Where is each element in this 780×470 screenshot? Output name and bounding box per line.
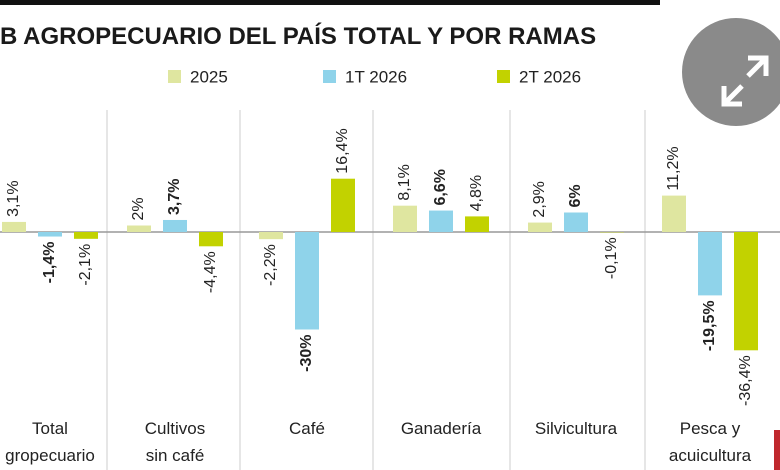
bar: [465, 216, 489, 232]
value-label: -2,1%: [77, 244, 94, 286]
value-label: 6%: [567, 184, 584, 207]
bar: [2, 221, 26, 232]
label-line: Ganadería: [401, 419, 482, 438]
x-tick-label: Ganadería: [401, 419, 482, 438]
bar: [74, 232, 98, 239]
bar: [331, 178, 355, 232]
label-line: acuicultura: [669, 446, 752, 465]
x-tick-label: Pesca y acuicultura: [669, 419, 752, 465]
x-tick-label: Café: [289, 419, 325, 438]
label-line: gropecuario: [5, 446, 95, 465]
value-label: 6,6%: [432, 169, 449, 205]
edge-mark: [774, 430, 780, 470]
label-line: Café: [289, 419, 325, 438]
bar: [528, 222, 552, 232]
value-label: 2%: [130, 197, 147, 220]
value-label: 11,2%: [665, 146, 682, 190]
value-label: -30%: [298, 335, 315, 372]
x-tick-label: Silvicultura: [535, 419, 618, 438]
legend-label: 2T 2026: [519, 67, 581, 86]
label-line: Silvicultura: [535, 419, 618, 438]
value-label: 16,4%: [334, 128, 351, 173]
label-line: sin café: [146, 446, 205, 465]
value-label: 8,1%: [396, 164, 413, 200]
legend-swatch: [323, 70, 336, 83]
bar: [295, 232, 319, 330]
x-tick-label: Cultivos sin café: [145, 419, 205, 465]
value-label: 2,9%: [531, 181, 548, 217]
value-label: -2,2%: [262, 244, 279, 286]
bar: [199, 232, 223, 247]
legend-label: 1T 2026: [345, 67, 407, 86]
button-bg[interactable]: [682, 18, 780, 126]
bar: [127, 225, 151, 232]
bar: [734, 232, 758, 351]
value-label: 3,7%: [166, 179, 183, 215]
chart-title: B AGROPECUARIO DEL PAÍS TOTAL Y POR RAMA…: [0, 22, 596, 50]
legend-swatch: [168, 70, 181, 83]
bar: [38, 232, 62, 237]
expand-icon: [721, 55, 769, 107]
legend-swatch: [497, 70, 510, 83]
value-label: -1,4%: [41, 242, 58, 284]
bar: [564, 212, 588, 232]
value-label: -4,4%: [202, 251, 219, 293]
label-line: Cultivos: [145, 419, 205, 438]
value-label: -0,1%: [603, 237, 620, 279]
bar: [662, 195, 686, 232]
x-tick-label: Total gropecuario: [5, 419, 95, 465]
value-label: -36,4%: [737, 355, 754, 406]
top-rule: [0, 0, 660, 5]
bar: [698, 232, 722, 296]
value-label: 4,8%: [468, 175, 485, 211]
bar: [163, 219, 187, 232]
expand-button[interactable]: [682, 18, 780, 126]
legend-label: 2025: [190, 67, 228, 86]
label-line: Total: [32, 419, 68, 438]
bar: [259, 232, 283, 240]
value-label: 3,1%: [5, 180, 22, 216]
label-line: Pesca y: [680, 419, 741, 438]
bar: [393, 205, 417, 232]
bar: [429, 210, 453, 232]
value-label: -19,5%: [701, 300, 718, 351]
